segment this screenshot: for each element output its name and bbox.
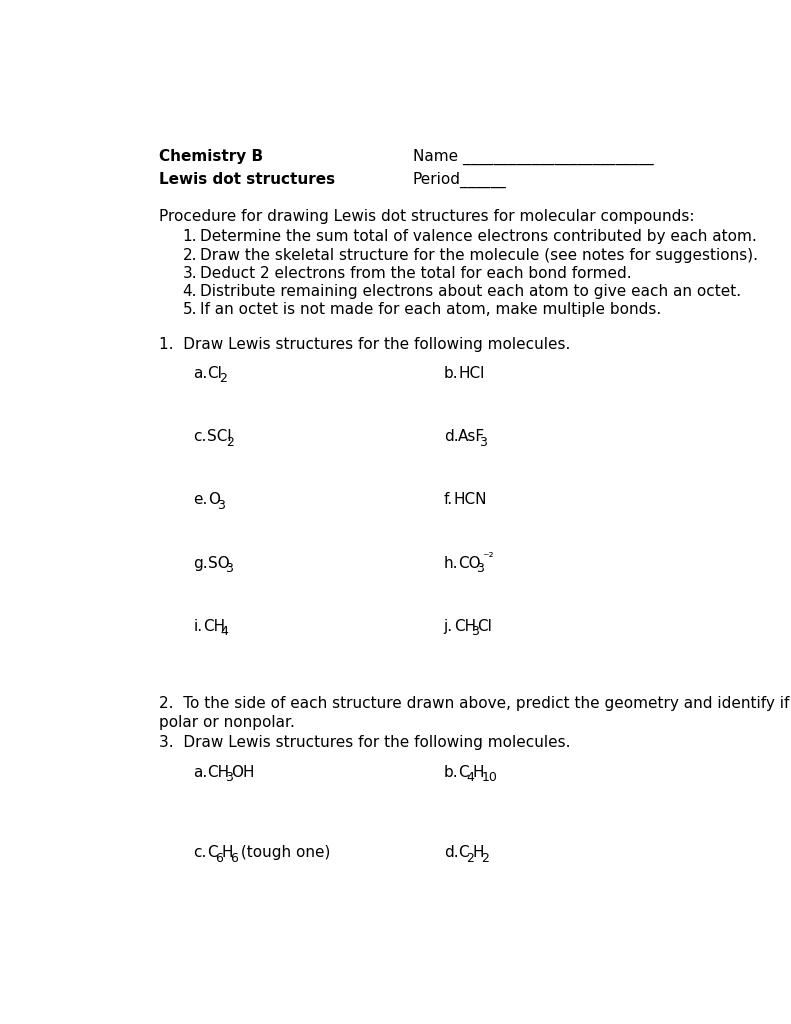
Text: f.: f. [444, 493, 453, 508]
Text: 3: 3 [475, 562, 483, 574]
Text: 2: 2 [226, 435, 234, 449]
Text: 4: 4 [467, 771, 475, 783]
Text: 1.  Draw Lewis structures for the following molecules.: 1. Draw Lewis structures for the followi… [159, 337, 570, 352]
Text: 3.  Draw Lewis structures for the following molecules.: 3. Draw Lewis structures for the followi… [159, 735, 571, 751]
Text: g.: g. [194, 556, 208, 570]
Text: ⁻²: ⁻² [482, 551, 494, 563]
Text: Determine the sum total of valence electrons contributed by each atom.: Determine the sum total of valence elect… [199, 229, 756, 245]
Text: (tough one): (tough one) [237, 846, 331, 860]
Text: a.: a. [194, 765, 208, 779]
Text: 6: 6 [215, 852, 223, 864]
Text: d.: d. [444, 429, 458, 444]
Text: e.: e. [194, 493, 208, 508]
Text: C: C [458, 846, 469, 860]
Text: 3: 3 [471, 625, 479, 638]
Text: Name _________________________: Name _________________________ [413, 148, 653, 165]
Text: Chemistry B: Chemistry B [159, 148, 263, 164]
Text: 3.: 3. [183, 265, 197, 281]
Text: CO: CO [458, 556, 481, 570]
Text: a.: a. [194, 367, 208, 381]
Text: H: H [221, 846, 233, 860]
Text: AsF: AsF [458, 429, 486, 444]
Text: 5.: 5. [183, 302, 197, 316]
Text: SO: SO [208, 556, 229, 570]
Text: 3: 3 [479, 435, 487, 449]
Text: j.: j. [444, 618, 453, 634]
Text: 2.: 2. [183, 248, 197, 262]
Text: c.: c. [194, 846, 206, 860]
Text: 1.: 1. [183, 229, 197, 245]
Text: Distribute remaining electrons about each atom to give each an octet.: Distribute remaining electrons about eac… [199, 284, 740, 299]
Text: h.: h. [444, 556, 458, 570]
Text: 3: 3 [217, 499, 225, 512]
Text: Procedure for drawing Lewis dot structures for molecular compounds:: Procedure for drawing Lewis dot structur… [159, 209, 694, 223]
Text: 3: 3 [225, 771, 233, 783]
Text: 2.  To the side of each structure drawn above, predict the geometry and identify: 2. To the side of each structure drawn a… [159, 695, 791, 711]
Text: 4: 4 [221, 625, 229, 638]
Text: 2: 2 [482, 852, 490, 864]
Text: 4.: 4. [183, 284, 197, 299]
Text: b.: b. [444, 367, 458, 381]
Text: Cl: Cl [477, 618, 492, 634]
Text: O: O [208, 493, 220, 508]
Text: Cl: Cl [207, 367, 222, 381]
Text: 10: 10 [482, 771, 498, 783]
Text: 3: 3 [225, 562, 233, 574]
Text: Draw the skeletal structure for the molecule (see notes for suggestions).: Draw the skeletal structure for the mole… [199, 248, 758, 262]
Text: SCl: SCl [207, 429, 232, 444]
Text: H: H [472, 846, 484, 860]
Text: H: H [472, 765, 484, 779]
Text: b.: b. [444, 765, 458, 779]
Text: 6: 6 [230, 852, 238, 864]
Text: c.: c. [194, 429, 206, 444]
Text: d.: d. [444, 846, 458, 860]
Text: 2: 2 [219, 373, 227, 385]
Text: Lewis dot structures: Lewis dot structures [159, 172, 335, 186]
Text: Deduct 2 electrons from the total for each bond formed.: Deduct 2 electrons from the total for ea… [199, 265, 631, 281]
Text: CH: CH [207, 765, 229, 779]
Text: CH: CH [203, 618, 225, 634]
Text: HCN: HCN [454, 493, 487, 508]
Text: C: C [458, 765, 469, 779]
Text: If an octet is not made for each atom, make multiple bonds.: If an octet is not made for each atom, m… [199, 302, 660, 316]
Text: C: C [207, 846, 218, 860]
Text: 2: 2 [467, 852, 475, 864]
Text: OH: OH [231, 765, 255, 779]
Text: HCl: HCl [458, 367, 485, 381]
Text: Period______: Period______ [413, 172, 506, 188]
Text: CH: CH [454, 618, 476, 634]
Text: polar or nonpolar.: polar or nonpolar. [159, 715, 295, 729]
Text: i.: i. [194, 618, 202, 634]
